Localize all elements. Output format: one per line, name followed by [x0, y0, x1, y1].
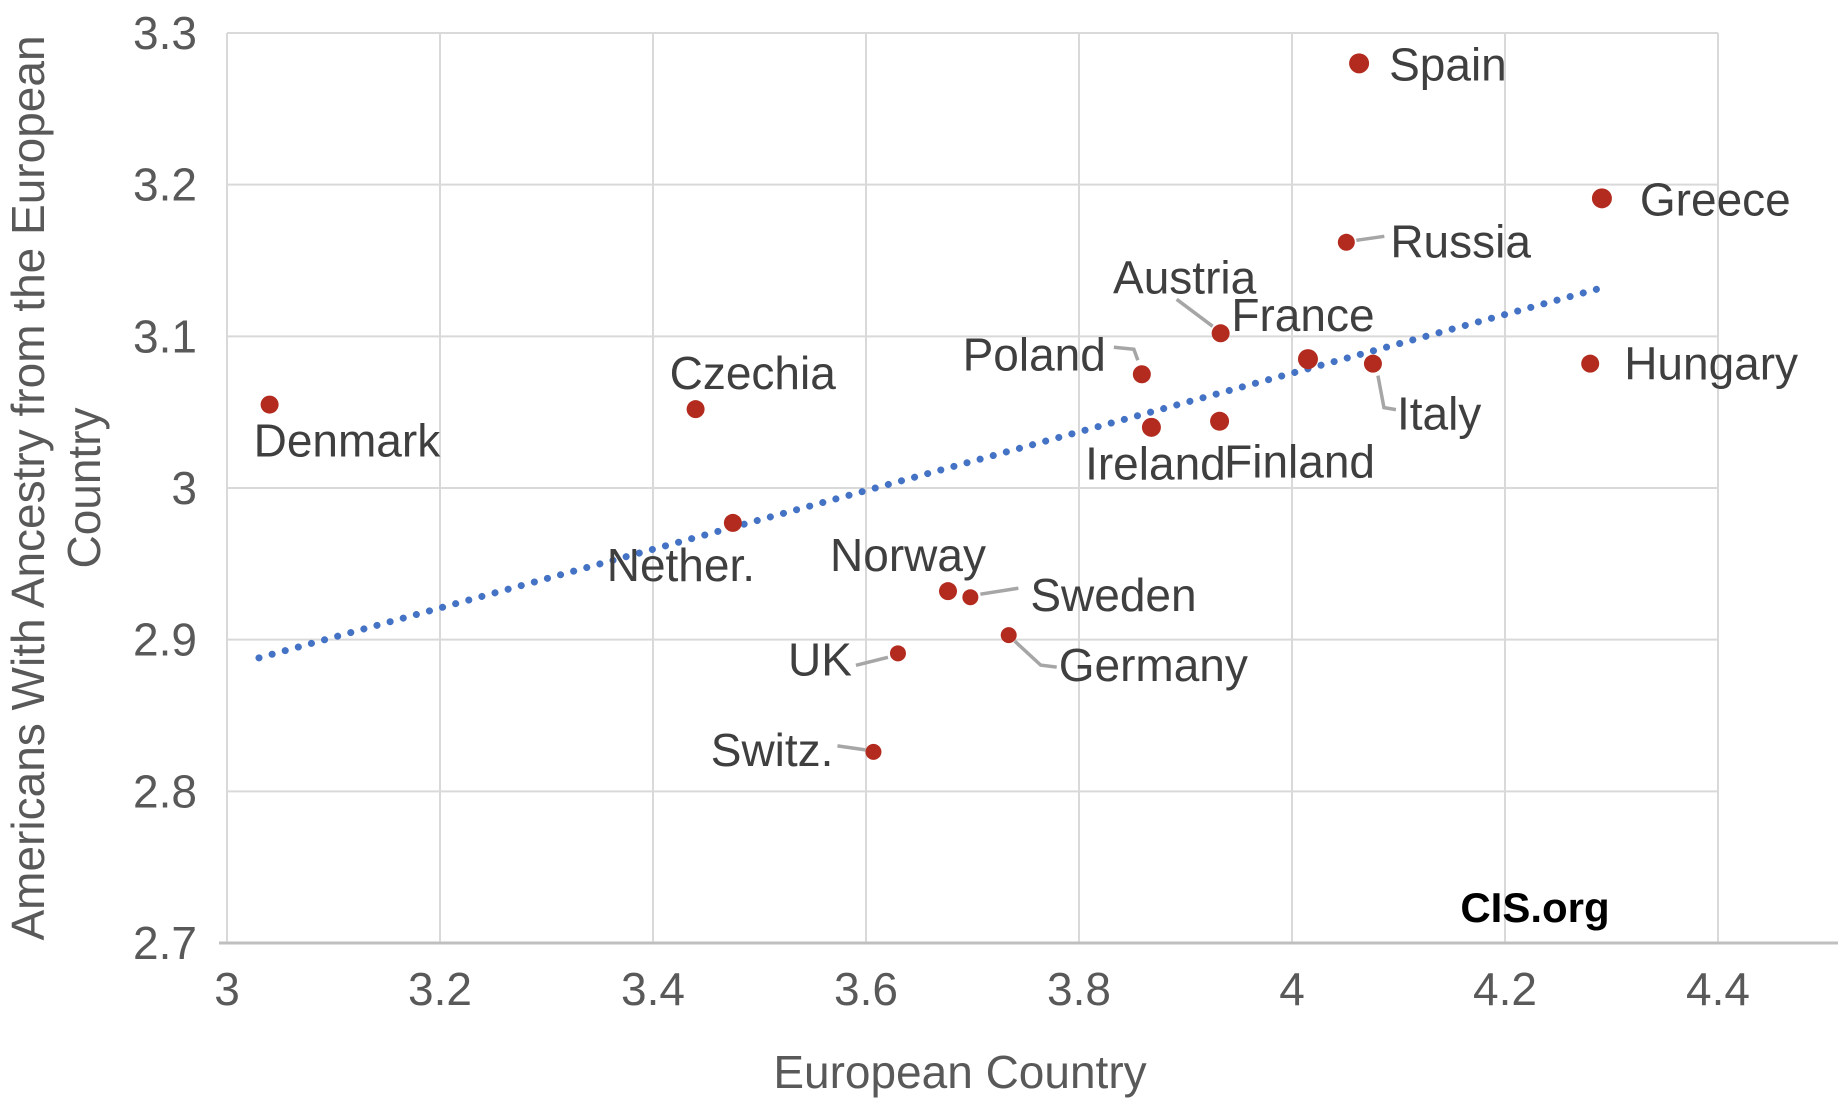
data-point-label-poland: Poland — [963, 328, 1106, 380]
data-point-label-finland: Finland — [1224, 435, 1375, 487]
watermark-cis-org: CIS.org — [1460, 884, 1609, 931]
y-tick-2.8: 2.8 — [133, 765, 197, 817]
data-point-france — [1297, 349, 1318, 370]
data-point-label-italy: Italy — [1397, 388, 1481, 440]
y-tick-2.7: 2.7 — [133, 917, 197, 969]
y-axis-title-line2: Country — [58, 407, 110, 568]
data-point-label-norway: Norway — [830, 529, 986, 581]
data-points — [260, 53, 1612, 760]
data-point-italy — [1363, 354, 1382, 373]
data-point-sweden — [962, 589, 979, 606]
data-point-hungary — [1581, 354, 1600, 373]
data-point-uk — [889, 645, 906, 662]
label-leader-lines — [837, 234, 1397, 752]
y-tick-3: 3 — [171, 462, 197, 514]
data-point-austria — [1211, 324, 1230, 343]
x-tick-3.4: 3.4 — [621, 963, 685, 1015]
data-point-label-germany: Germany — [1059, 639, 1248, 691]
y-tick-3.2: 3.2 — [133, 159, 197, 211]
data-point-label-uk: UK — [788, 633, 852, 685]
data-point-label-denmark: Denmark — [254, 415, 442, 467]
data-point-nether. — [723, 513, 742, 532]
data-point-germany — [1000, 627, 1017, 644]
x-tick-4.4: 4.4 — [1686, 963, 1750, 1015]
data-point-label-nether.: Nether. — [607, 539, 755, 591]
leader-line-uk — [855, 655, 889, 668]
leader-line-russia — [1356, 234, 1385, 243]
data-point-label-czechia: Czechia — [670, 347, 837, 399]
leader-line-poland — [1113, 345, 1140, 361]
data-point-ireland — [1141, 417, 1161, 437]
data-point-label-france: France — [1231, 289, 1374, 341]
data-point-switz. — [865, 743, 882, 760]
leader-line-switz. — [837, 744, 866, 752]
x-tick-4.2: 4.2 — [1473, 963, 1537, 1015]
x-tick-3: 3 — [214, 963, 240, 1015]
leader-line-austria — [1175, 297, 1214, 328]
leader-line-germany — [1013, 639, 1057, 669]
y-axis-title-line1: Americans With Ancestry from the Europea… — [2, 35, 54, 940]
data-point-label-ireland: Ireland — [1085, 437, 1226, 489]
data-point-label-hungary: Hungary — [1624, 338, 1798, 390]
data-point-spain — [1349, 53, 1370, 74]
data-point-norway — [939, 582, 958, 601]
data-point-greece — [1591, 188, 1612, 209]
axis-tick-labels: 3 3.2 3.4 3.6 3.8 4 4.2 4.4 3.3 3.2 3.1 3 2.9 2.8 2.7 — [133, 7, 1750, 1015]
data-point-finland — [1210, 411, 1230, 431]
data-point-labels: Denmark Czechia Nether. Norway Sweden UK Germa… — [254, 38, 1798, 776]
y-tick-3.1: 3.1 — [133, 310, 197, 362]
leader-line-sweden — [980, 586, 1019, 596]
data-point-label-austria: Austria — [1113, 251, 1257, 303]
trend-line — [255, 284, 1606, 662]
data-point-poland — [1132, 365, 1151, 384]
data-point-label-switz.: Switz. — [711, 724, 834, 776]
data-point-denmark — [260, 395, 279, 414]
x-axis-title: European Country — [773, 1046, 1146, 1098]
x-tick-4: 4 — [1279, 963, 1305, 1015]
y-tick-3.3: 3.3 — [133, 7, 197, 59]
data-point-label-sweden: Sweden — [1030, 569, 1196, 621]
data-point-label-russia: Russia — [1390, 215, 1531, 267]
data-point-russia — [1337, 233, 1355, 251]
data-point-czechia — [686, 400, 705, 419]
data-point-label-spain: Spain — [1389, 38, 1507, 90]
x-tick-3.6: 3.6 — [834, 963, 898, 1015]
x-tick-3.8: 3.8 — [1047, 963, 1111, 1015]
y-tick-2.9: 2.9 — [133, 614, 197, 666]
x-tick-3.2: 3.2 — [408, 963, 472, 1015]
gridlines — [226, 32, 1719, 943]
data-point-label-greece: Greece — [1640, 173, 1791, 225]
leader-line-italy — [1376, 375, 1397, 412]
